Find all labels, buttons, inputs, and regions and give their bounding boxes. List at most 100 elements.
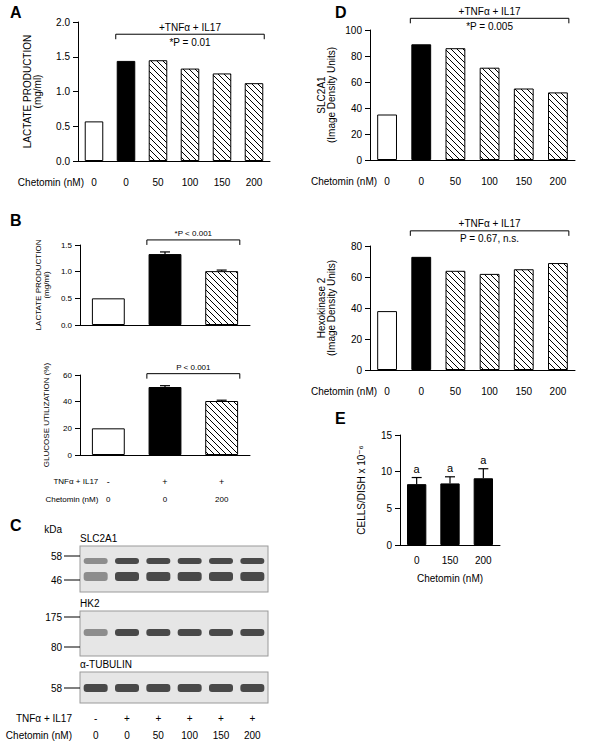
svg-text:Chetomin (nM): Chetomin (nM): [18, 177, 84, 188]
svg-text:150: 150: [515, 176, 532, 187]
svg-text:46: 46: [51, 575, 63, 586]
svg-text:HK2: HK2: [80, 598, 100, 609]
svg-text:a: a: [480, 454, 487, 466]
svg-text:50: 50: [152, 177, 164, 188]
svg-text:60: 60: [63, 371, 72, 380]
svg-text:*P = 0.01: *P = 0.01: [169, 37, 211, 48]
svg-text:150: 150: [515, 386, 532, 397]
svg-text:0: 0: [384, 176, 390, 187]
svg-text:100: 100: [481, 176, 498, 187]
svg-text:Chetomin (nM): Chetomin (nM): [45, 495, 98, 504]
svg-text:(Image Density Units): (Image Density Units): [326, 47, 337, 143]
svg-text:+TNFα + IL17: +TNFα + IL17: [459, 6, 521, 17]
svg-text:Chetomin (nM): Chetomin (nM): [417, 573, 483, 584]
svg-text:80: 80: [51, 642, 63, 653]
svg-text:+: +: [187, 713, 193, 724]
svg-text:60: 60: [351, 272, 363, 283]
svg-text:-: -: [94, 713, 97, 724]
svg-text:80: 80: [351, 51, 363, 62]
svg-text:+: +: [218, 713, 224, 724]
svg-text:58: 58: [51, 683, 63, 694]
svg-text:+TNFα + IL17: +TNFα + IL17: [459, 218, 521, 229]
svg-text:1.0: 1.0: [61, 267, 73, 276]
svg-text:5: 5: [386, 503, 392, 514]
svg-text:150: 150: [214, 177, 231, 188]
svg-text:0: 0: [356, 155, 362, 166]
svg-text:0.0: 0.0: [56, 156, 70, 167]
svg-text:100: 100: [345, 25, 362, 36]
svg-text:(mg/ml): (mg/ml): [42, 271, 51, 298]
svg-text:50: 50: [450, 386, 462, 397]
svg-text:TNFα + IL17: TNFα + IL17: [53, 477, 98, 486]
svg-text:200: 200: [244, 730, 261, 741]
svg-text:SLC2A1: SLC2A1: [80, 533, 118, 544]
svg-text:0: 0: [418, 176, 424, 187]
svg-text:10: 10: [381, 466, 393, 477]
svg-text:20: 20: [351, 334, 363, 345]
svg-text:kDa: kDa: [44, 524, 62, 535]
svg-text:+TNFα + IL17: +TNFα + IL17: [159, 22, 221, 33]
svg-text:0.0: 0.0: [61, 321, 73, 330]
svg-text:0: 0: [163, 495, 168, 504]
svg-text:80: 80: [351, 241, 363, 252]
svg-text:50: 50: [450, 176, 462, 187]
svg-text:0: 0: [68, 451, 73, 460]
svg-text:GLUCOSE UTILIZATION (%): GLUCOSE UTILIZATION (%): [42, 363, 51, 468]
svg-text:a: a: [414, 463, 421, 475]
svg-text:0: 0: [124, 730, 130, 741]
svg-text:+: +: [155, 713, 161, 724]
svg-text:TNFα + IL17: TNFα + IL17: [16, 713, 73, 724]
svg-text:100: 100: [481, 386, 498, 397]
svg-text:200: 200: [550, 386, 567, 397]
svg-text:0: 0: [418, 386, 424, 397]
svg-text:+: +: [219, 477, 224, 487]
svg-text:100: 100: [181, 730, 198, 741]
svg-text:Chetomin (nM): Chetomin (nM): [311, 386, 377, 397]
svg-text:20: 20: [63, 424, 72, 433]
svg-text:D: D: [335, 4, 347, 21]
svg-text:0: 0: [356, 365, 362, 376]
svg-text:E: E: [335, 410, 346, 427]
svg-text:0.5: 0.5: [56, 121, 70, 132]
svg-text:0: 0: [106, 495, 111, 504]
svg-text:Chetomin (nM): Chetomin (nM): [6, 730, 72, 741]
svg-text:+: +: [249, 713, 255, 724]
svg-text:200: 200: [215, 495, 229, 504]
svg-text:20: 20: [351, 129, 363, 140]
svg-text:+: +: [124, 713, 130, 724]
svg-text:0: 0: [123, 177, 129, 188]
svg-text:0.5: 0.5: [61, 294, 73, 303]
svg-text:200: 200: [550, 176, 567, 187]
svg-text:(mg/ml): (mg/ml): [32, 75, 43, 109]
svg-text:*P = 0.005: *P = 0.005: [466, 21, 513, 32]
svg-text:A: A: [10, 4, 22, 21]
svg-text:0: 0: [386, 540, 392, 551]
svg-text:0: 0: [384, 386, 390, 397]
svg-text:Chetomin (nM): Chetomin (nM): [311, 176, 377, 187]
svg-text:40: 40: [351, 103, 363, 114]
svg-text:175: 175: [45, 612, 62, 623]
svg-text:P < 0.001: P < 0.001: [176, 363, 211, 372]
svg-text:(Image Density Units): (Image Density Units): [326, 260, 337, 356]
svg-text:100: 100: [182, 177, 199, 188]
svg-text:200: 200: [246, 177, 263, 188]
svg-text:150: 150: [213, 730, 230, 741]
svg-text:0: 0: [91, 177, 97, 188]
svg-text:2.0: 2.0: [56, 17, 70, 28]
svg-text:C: C: [10, 517, 22, 534]
svg-text:15: 15: [381, 430, 393, 441]
svg-text:50: 50: [153, 730, 165, 741]
svg-text:-: -: [107, 477, 110, 487]
svg-text:0: 0: [414, 555, 420, 566]
svg-text:α-TUBULIN: α-TUBULIN: [80, 659, 132, 670]
svg-text:CELLS/DISH x 10⁻⁶: CELLS/DISH x 10⁻⁶: [356, 445, 367, 534]
svg-text:150: 150: [442, 555, 459, 566]
svg-text:58: 58: [51, 551, 63, 562]
svg-text:0: 0: [93, 730, 99, 741]
svg-text:+: +: [162, 477, 167, 487]
svg-text:40: 40: [63, 397, 72, 406]
svg-text:200: 200: [475, 555, 492, 566]
svg-text:40: 40: [351, 303, 363, 314]
svg-text:1.5: 1.5: [56, 51, 70, 62]
svg-text:1.0: 1.0: [56, 86, 70, 97]
